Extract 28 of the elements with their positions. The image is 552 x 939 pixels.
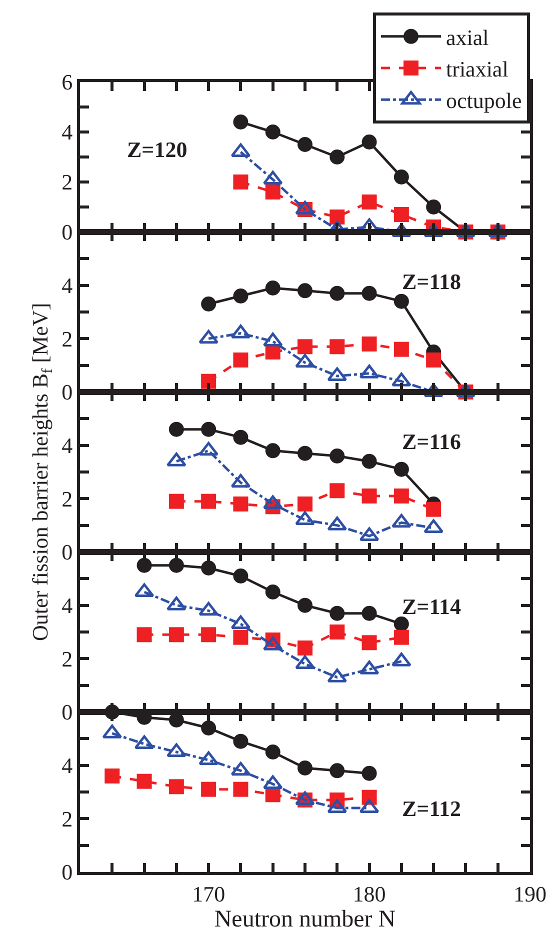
legend-label: triaxial bbox=[446, 56, 508, 82]
y-tick-label: 4 bbox=[62, 120, 73, 145]
y-tick-label: 2 bbox=[62, 646, 73, 672]
y-tick-label: 2 bbox=[62, 806, 73, 832]
annotation: Z=112 bbox=[402, 796, 461, 821]
y-tick-label: 4 bbox=[62, 753, 73, 778]
annotation: Z=118 bbox=[402, 269, 461, 294]
y-tick-label: 4 bbox=[62, 593, 73, 618]
y-tick-label: 0 bbox=[62, 860, 73, 885]
legend-label: axial bbox=[446, 25, 489, 50]
annotation: Z=120 bbox=[127, 137, 188, 162]
y-tick-label: 4 bbox=[62, 433, 73, 458]
y-tick-label: 0 bbox=[62, 700, 73, 725]
annotation: Z=116 bbox=[402, 429, 461, 454]
y-tick-label: 0 bbox=[62, 380, 73, 405]
x-tick-label: 180 bbox=[352, 881, 386, 906]
y-tick-label: 6 bbox=[62, 70, 73, 95]
x-tick-label: 170 bbox=[192, 881, 226, 906]
y-tick-label: 2 bbox=[62, 170, 73, 195]
y-tick-label: 2 bbox=[62, 486, 73, 512]
y-tick-label: 2 bbox=[62, 326, 73, 352]
x-tick-label: 190 bbox=[514, 881, 546, 906]
y-tick-label: 0 bbox=[62, 540, 73, 565]
y-tick-label: 4 bbox=[62, 273, 73, 298]
annotation: Z=114 bbox=[402, 594, 461, 619]
x-axis-title: Neutron number N bbox=[214, 906, 396, 932]
y-tick-label: 0 bbox=[62, 220, 73, 245]
legend-label: octupole bbox=[446, 88, 522, 114]
